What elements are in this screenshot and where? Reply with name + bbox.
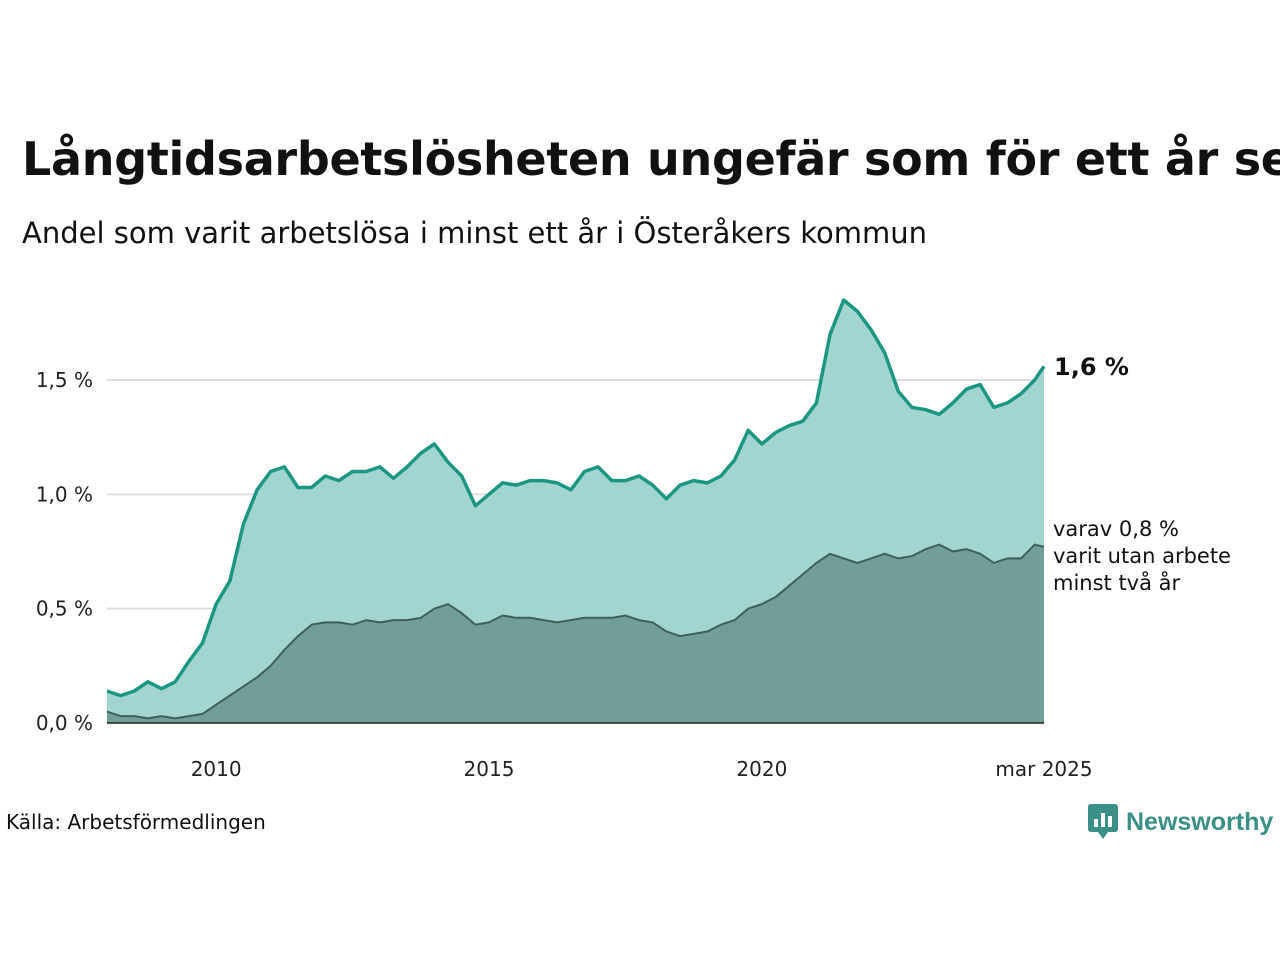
- brand-name: Newsworthy: [1126, 807, 1274, 836]
- main-series-line: [106, 298, 1046, 698]
- sub-annotation-line-3: minst två år: [1053, 570, 1181, 595]
- chart-title: Långtidsarbetslösheten ungefär som för e…: [22, 132, 1280, 186]
- x-tick-label: mar 2025: [995, 757, 1092, 781]
- sub-series-line: [106, 543, 1045, 720]
- y-tick-label: 0,0 %: [36, 711, 93, 735]
- brand-logo: Newsworthy: [1088, 804, 1273, 840]
- x-tick-label: 2015: [464, 757, 515, 781]
- newsworthy-logo-icon: [1088, 804, 1118, 839]
- x-tick-label: 2020: [736, 757, 787, 781]
- x-axis-ticks: 2010 2015 2020 mar 2025: [191, 757, 1093, 781]
- y-axis-ticks: 0,0 % 0,5 % 1,0 % 1,5 %: [36, 368, 93, 735]
- source-label: Källa: Arbetsförmedlingen: [6, 810, 266, 834]
- main-value-annotation: 1,6 %: [1054, 353, 1129, 381]
- y-tick-label: 0,5 %: [36, 597, 93, 621]
- y-tick-label: 1,5 %: [36, 368, 93, 392]
- y-tick-label: 1,0 %: [36, 482, 93, 506]
- x-tick-label: 2010: [191, 757, 242, 781]
- sub-annotation-line-1: varav 0,8 %: [1053, 517, 1179, 541]
- sub-series-area: [107, 544, 1044, 723]
- sub-annotation-line-2: varit utan arbete: [1053, 544, 1231, 568]
- chart-subtitle: Andel som varit arbetslösa i minst ett å…: [22, 216, 927, 250]
